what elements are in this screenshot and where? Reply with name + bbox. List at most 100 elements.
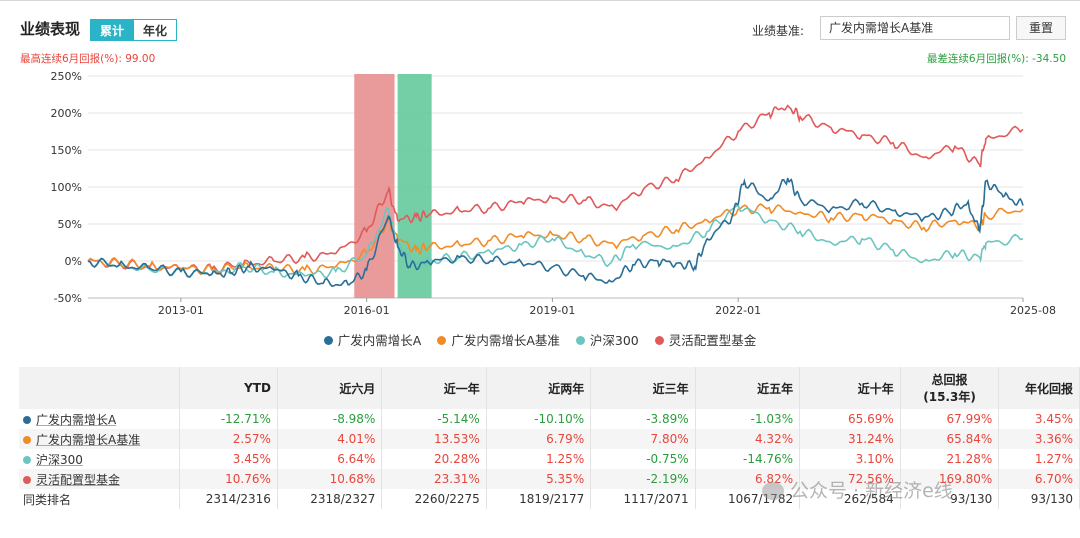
fund-link[interactable]: 广发内需增长A [36,412,117,427]
reset-button[interactable]: 重置 [1016,16,1066,40]
legend-swatch [323,336,333,345]
benchmark-select[interactable]: 广发内需增长A基准 [820,16,1010,40]
tab-annualized[interactable]: 年化 [133,19,177,41]
watermark: 公众号 · 新经济e线 [762,476,953,503]
legend-item[interactable]: 沪深300 [575,330,639,349]
table-cell: 1.27% [998,449,1080,469]
legend-label: 广发内需增长A [337,333,422,348]
table-cell: 4.01% [277,429,383,449]
y-tick-label: 150% [51,144,82,157]
table-cell: 10.68% [277,469,383,489]
y-tick-label: -50% [54,292,82,305]
legend-swatch [654,336,664,345]
legend-item[interactable]: 广发内需增长A基准 [437,330,560,349]
x-tick-label: 2022-01 [715,304,761,317]
column-header: 总回报 (15.3年) [900,367,1000,409]
row-name: 广发内需增长A基准 [19,429,180,449]
table-cell: 67.99% [900,409,1000,429]
table-cell: -14.76% [695,449,801,469]
table-cell: 5.35% [486,469,592,489]
table-cell: 93/130 [900,489,1000,509]
fund-link[interactable]: 广发内需增长A基准 [36,432,141,447]
tab-cumulative[interactable]: 累计 [90,19,134,41]
wechat-icon [762,482,784,500]
benchmark-label: 业绩基准: [752,24,805,38]
table-cell: 2318/2327 [277,489,383,509]
x-tick-label: 2019-01 [529,304,575,317]
table-cell: -3.89% [590,409,696,429]
header: 业绩表现 累计 年化 业绩基准: 广发内需增长A基准 重置 [0,14,1080,46]
table-cell: -0.75% [590,449,696,469]
table-cell: 6.64% [277,449,383,469]
x-tick-label: 2016-01 [344,304,390,317]
table-cell: 2314/2316 [179,489,278,509]
legend-item[interactable]: 灵活配置型基金 [654,330,757,349]
column-header: 近一年 [381,367,487,409]
row-swatch [23,455,31,464]
table-row: 灵活配置型基金 10.76% 10.68% 23.31% 5.35% -2.19% 6.82… [19,469,1080,489]
row-name: 广发内需增长A [19,409,180,429]
series-line [87,203,1024,276]
y-tick-label: 250% [51,70,82,83]
table-cell: 262/584 [799,489,901,509]
y-tick-label: 50% [58,218,82,231]
table-cell: -1.03% [695,409,801,429]
section-title: 业绩表现 [20,20,81,38]
table-cell: 10.76% [179,469,278,489]
row-swatch [23,475,31,484]
table-row: 沪深300 3.45% 6.64% 20.28% 1.25% -0.75% -14.76% 3… [19,449,1080,469]
series-line [87,204,1024,279]
legend-label: 广发内需增长A基准 [451,333,560,348]
table-row: 广发内需增长A基准 2.57% 4.01% 13.53% 6.79% 7.80% 4.32%… [19,429,1080,449]
table-cell: 72.56% [799,469,901,489]
table-cell: 3.10% [799,449,901,469]
table-cell: 3.45% [179,449,278,469]
table-cell: 7.80% [590,429,696,449]
chart-legend: 广发内需增长A 广发内需增长A基准 沪深300 灵活配置型基金 [0,330,1080,349]
series-line [87,104,1024,275]
column-header: 近三年 [590,367,696,409]
table-cell: 20.28% [381,449,487,469]
fund-link[interactable]: 沪深300 [36,452,83,467]
table-cell: -5.14% [381,409,487,429]
table-cell: 1117/2071 [590,489,696,509]
row-name: 沪深300 [19,449,180,469]
table-cell: 1.25% [486,449,592,469]
x-tick-label: 2025-08 [1010,304,1056,317]
column-header: 近十年 [799,367,901,409]
x-tick-label: 2013-01 [158,304,204,317]
row-name: 灵活配置型基金 [19,469,180,489]
legend-swatch [575,336,585,345]
highlight-band-max [354,74,395,298]
legend-swatch [437,336,447,345]
performance-chart: 250% 200% 150% 100% 50% 0% -50% 2013-01 2016-01 2… [51,70,1056,317]
table-cell: 1819/2177 [486,489,592,509]
performance-table: YTD 近六月 近一年 近两年 近三年 近五年 近十年 总回报 (15.3年) 年化回报 广发内需增… [19,367,1080,509]
table-row: 同类排名 2314/2316 2318/2327 2260/2275 1819/2177… [19,489,1080,509]
legend-item[interactable]: 广发内需增长A [323,330,422,349]
table-cell: 93/130 [998,489,1080,509]
max-6m-return: 最高连续6月回报(%): 99.00 [20,53,156,65]
table-cell: -12.71% [179,409,278,429]
legend-label: 沪深300 [589,333,639,348]
y-tick-label: 200% [51,107,82,120]
table-cell: 21.28% [900,449,1000,469]
column-header: 近五年 [695,367,801,409]
top-border [0,0,1080,1]
y-tick-label: 100% [51,181,82,194]
legend-label: 灵活配置型基金 [668,333,757,348]
column-header: 年化回报 [998,367,1080,409]
column-header: 近六月 [277,367,383,409]
row-swatch [23,435,31,444]
table-cell: 13.53% [381,429,487,449]
table-cell: 169.80% [900,469,1000,489]
table-cell: 3.36% [998,429,1080,449]
min-6m-return: 最差连续6月回报(%): -34.50 [926,53,1066,65]
table-cell: 6.70% [998,469,1080,489]
fund-link[interactable]: 灵活配置型基金 [36,472,121,487]
table-cell: -8.98% [277,409,383,429]
column-header [19,367,180,409]
column-header: YTD [179,367,278,409]
series-line [87,177,1024,288]
table-cell: 65.69% [799,409,901,429]
